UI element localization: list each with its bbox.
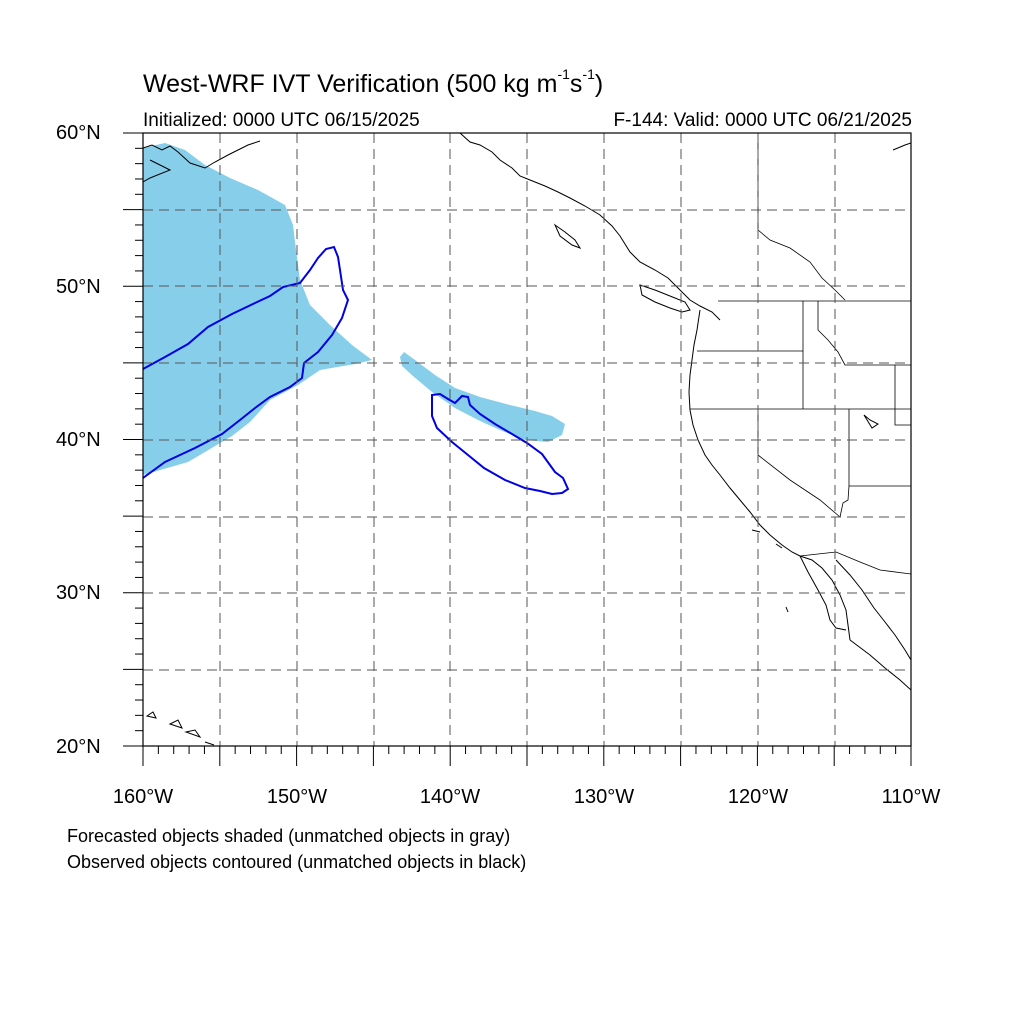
lon-label-160w: 160°W (112, 786, 174, 808)
observed-contour-west (143, 245, 350, 479)
borders (690, 133, 911, 575)
lat-label-30n: 30°N (56, 582, 101, 604)
graticule (143, 133, 911, 746)
valid-time-label: F-144: Valid: 0000 UTC 06/21/2025 (613, 110, 912, 131)
lon-label-150w: 150°W (266, 786, 328, 808)
map-title: West-WRF IVT Verification (500 kg m-1s-1… (143, 66, 604, 98)
note-observed: Observed objects contoured (unmatched ob… (67, 852, 527, 872)
lon-label-130w: 130°W (573, 786, 635, 808)
lat-label-50n: 50°N (56, 276, 101, 298)
lat-label-60n: 60°N (56, 122, 101, 144)
lat-label-20n: 20°N (56, 736, 101, 758)
lon-label-120w: 120°W (727, 786, 789, 808)
init-time-label: Initialized: 0000 UTC 06/15/2025 (143, 110, 420, 131)
forecast-object-central (400, 352, 565, 442)
lat-label-40n: 40°N (56, 429, 101, 451)
note-forecast: Forecasted objects shaded (unmatched obj… (67, 826, 511, 846)
lon-label-110w: 110°W (881, 786, 941, 808)
observed-contour-central (431, 392, 570, 496)
lon-label-140w: 140°W (419, 786, 481, 808)
axis-ticks (123, 132, 912, 766)
forecast-object-west-notch (143, 175, 234, 360)
